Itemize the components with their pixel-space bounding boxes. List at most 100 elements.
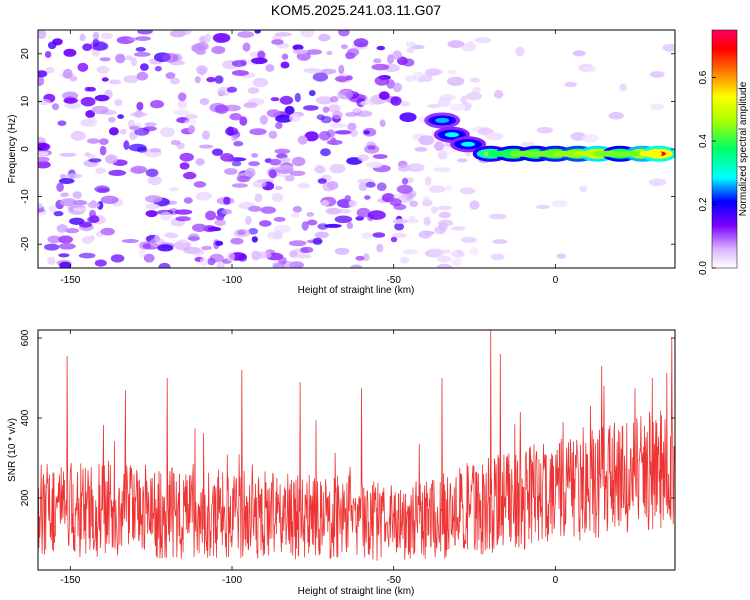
spectrogram-noise-blob [123,140,130,150]
spectrogram-noise-blob [316,114,325,121]
spectrogram-noise-blob [301,221,309,231]
spectrogram-noise-blob [79,221,92,228]
spectrogram-noise-blob [292,44,304,51]
spectrogram-noise-blob [297,135,308,145]
spectrogram-noise-blob [62,68,73,79]
spectrogram-noise-blob [474,37,492,44]
spectrogram-noise-blob [252,77,269,88]
spectrogram-noise-blob [183,197,193,204]
spectrogram-noise-blob [399,112,417,122]
spectrogram-noise-blob [170,30,186,38]
spectrogram-noise-blob [390,236,398,243]
spectrogram-noise-blob [564,81,577,88]
spectrogram-noise-blob [193,181,207,188]
spectrogram-noise-blob [78,252,96,259]
spectrogram-noise-blob [56,182,64,192]
spectrogram-noise-blob [212,33,231,43]
spectrogram-noise-blob [374,76,389,86]
spectrogram-noise-blob [433,167,451,173]
spectrogram-noise-blob [344,195,351,201]
spectrogram-noise-blob [392,232,408,238]
spectrogram-noise-blob [293,49,309,55]
spectrogram-noise-blob [320,148,331,157]
spectrogram-noise-blob [428,248,445,257]
spectrogram-noise-blob [38,208,45,213]
spectrogram-noise-blob [406,218,419,224]
snr-y-ticks: 600 400 200 [20,329,675,506]
spectrogram-noise-blob [291,213,300,218]
spectrogram-noise-blob [536,126,553,134]
spectrogram-noise-blob [47,256,56,265]
spectrogram-noise-blob [45,66,55,74]
spectrogram-noise-blob [437,97,451,108]
spectrogram-noise-blob [248,161,260,167]
spectrogram-noise-blob [226,86,238,93]
spectrogram-noise-blob [361,232,373,240]
spectrogram-noise-blob [650,103,665,111]
spectrogram-noise-blob [572,50,586,57]
spectrogram-noise-blob [329,163,346,174]
spectrogram-noise-blob [451,258,463,267]
spectrogram-noise-blob [170,140,181,146]
x-tick-label: -100 [222,575,242,586]
spectrogram-noise-blob [147,175,162,186]
spectrogram-noise-blob [94,94,110,102]
spectrogram-noise-blob [177,100,187,109]
spectrogram-noise-blob [365,181,376,188]
spectrogram-noise-blob [350,264,363,268]
snr-series-line [38,330,675,561]
spectrogram-noise-blob [80,119,95,127]
spectrogram-noise-blob [223,196,231,205]
x-tick-label: -150 [60,275,80,286]
spectrogram-noise-blob [108,127,119,136]
spectrogram-noise-blob [86,86,97,92]
spectrogram-noise-blob [59,198,77,207]
spectrogram-noise-blob [64,102,82,109]
spectrogram-noise-blob [97,65,110,74]
spectrogram-noise-blob [143,253,155,263]
spectrogram-noise-blob [63,48,77,57]
spectrogram-noise-blob [38,76,45,86]
spectrogram-noise-blob [38,160,51,169]
spectrogram-noise-blob [292,206,302,213]
spectrogram-noise-blob [221,154,232,162]
spectrogram-noise-blob [108,169,127,176]
spectrogram-noise-blob [273,263,285,268]
spectrogram-noise-blob [322,106,330,113]
spectrogram-noise-blob [350,129,358,138]
spectrogram-noise-blob [273,230,283,240]
spectrogram-noise-blob [214,218,226,227]
spectrogram-noise-blob [204,33,211,43]
spectrogram-noise-blob [321,200,330,207]
spectrogram-noise-blob [556,253,566,259]
spectrogram-noise-blob [47,41,57,50]
spectrogram-noise-blob [179,152,194,162]
spectrogram-noise-blob [390,96,402,106]
spectrogram-noise-blob [338,208,352,214]
spectrogram-noise-blob [334,76,349,82]
spectrogram-noise-blob [460,236,477,243]
spectrogram-noise-blob [450,226,466,231]
spectrogram-noise-blob [127,37,138,42]
spectrogram-noise-blob [81,236,94,244]
spectrogram-noise-blob [406,47,415,54]
spectrogram-noise-blob [268,169,277,179]
spectrogram-noise-blob [58,253,70,258]
spectrogram-noise-blob [345,52,356,60]
colorbar-tick-label: 0.6 [698,70,709,84]
spectrogram-noise-blob [144,195,163,203]
spectrogram-noise-blob [364,195,371,200]
spectrogram-noise-blob [244,167,256,178]
spectrogram-noise-blob [59,174,67,180]
spectrogram-noise-blob [195,42,209,51]
spectrogram-noise-blob [77,62,89,72]
spectrogram-noise-blob [211,148,224,156]
snr-x-ticks: -150 -100 -50 0 [60,330,559,586]
spectrogram-noise-blob [130,57,138,67]
spectrogram-noise-blob [63,97,78,104]
spectrogram-noise-blob [648,178,667,187]
spectrogram-noise-blob [195,158,205,166]
spectrogram-panel: -150 -100 -50 0 20 10 0 -10 -20 Height of strai… [7,29,676,296]
spectrogram-noise-blob [376,45,386,51]
spectrogram-noise-blob [347,122,357,131]
